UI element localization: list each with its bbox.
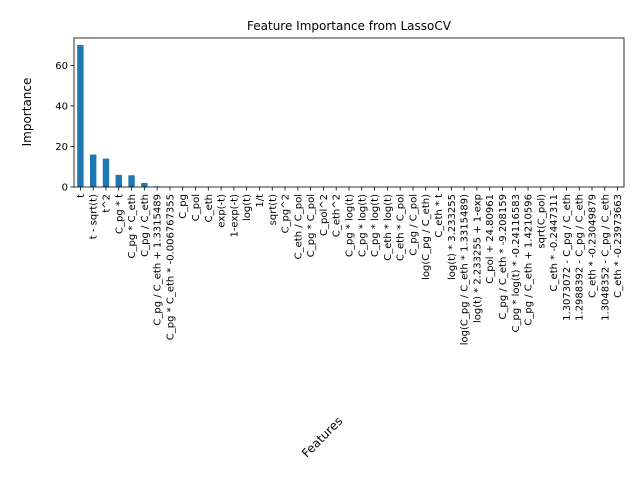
x-tick-label: C_pg * t	[114, 194, 125, 234]
x-tick-label: C_eth * -0.23973663	[613, 194, 624, 298]
bar	[128, 175, 135, 187]
x-tick-label: C_pg * C_eth * -0.006767355	[165, 194, 176, 340]
x-tick-label: 1.3048352 - C_pg / C_eth	[600, 194, 611, 321]
x-tick-label: C_pg / C_eth + 1.4210596	[524, 194, 535, 326]
x-tick-label: t	[76, 194, 87, 198]
x-tick-label: log(t) * 2.233255 + 1-exp	[472, 194, 483, 323]
x-tick-label: sqrt(C_pol)	[536, 194, 547, 249]
x-tick-label: 1/t	[255, 194, 266, 208]
x-tick-label: C_pg * C_pol	[306, 194, 317, 257]
x-tick-label: C_pol	[191, 194, 202, 221]
y-axis: 0 20 40 60	[55, 61, 74, 194]
x-tick-label: C_pg	[178, 194, 189, 219]
axes-frame	[73, 37, 625, 188]
plot-area	[73, 37, 625, 188]
x-tick-label: C_pg^2	[281, 194, 292, 233]
x-tick-label: C_pg * log(t) * -0.24116583	[511, 194, 522, 332]
x-tick-label: C_pg * log(t)	[357, 194, 368, 257]
x-tick-label: C_pg / C_eth * -9.208159	[498, 194, 509, 319]
x-tick-label: C_pol + 24.80961	[485, 194, 496, 284]
x-tick-label: log(t) * 3.233255	[447, 194, 458, 280]
bar	[89, 154, 97, 187]
x-tick-label: log(C_pg / C_eth * 1.3315489)	[460, 194, 471, 345]
x-tick-label: t^2	[101, 194, 112, 213]
x-tick-label: C_pg * C_eth	[127, 194, 138, 258]
y-tick-label: 20	[55, 142, 68, 153]
x-tick-label: C_eth * C_pol	[396, 194, 407, 261]
x-tick-label: C_pg / C_pol	[408, 194, 419, 256]
x-tick-label: C_eth^2	[332, 194, 343, 237]
x-tick-label: C_pol^2	[319, 194, 330, 236]
x-tick-label: log(C_pg / C_eth)	[421, 194, 432, 280]
x-tick-label: t - sqrt(t)	[89, 194, 100, 239]
x-tick-label: log(t)	[242, 194, 253, 221]
x-tick-label: C_pg * log(t)	[370, 194, 381, 257]
bar	[77, 45, 84, 187]
y-tick-label: 0	[62, 183, 68, 194]
bar	[141, 182, 148, 187]
x-tick-label: C_pg * log(t)	[345, 194, 356, 257]
x-tick-label: 1.3073072 - C_pg / C_eth	[562, 194, 573, 321]
x-tick-label: C_eth * t	[434, 194, 445, 238]
x-tick-label: C_eth / C_pol	[293, 194, 304, 259]
bar	[102, 158, 110, 187]
x-tick-label: exp(-t)	[217, 194, 228, 228]
x-tick-label: 1.2988392 - C_pg / C_eth	[575, 194, 586, 321]
x-tick-label: C_pg / C_eth + 1.3315489	[153, 194, 164, 326]
bar	[115, 174, 122, 187]
x-tick-label: C_eth * -0.23049879	[588, 194, 599, 298]
x-tick-label: C_eth * log(t)	[383, 194, 394, 261]
x-tick-label: C_eth * -0.2447311	[549, 194, 560, 291]
x-tick-label: sqrt(t)	[268, 194, 279, 225]
y-axis-label: Importance	[20, 78, 34, 147]
x-axis-label: Features	[299, 414, 345, 460]
chart-title: Feature Importance from LassoCV	[247, 19, 452, 33]
x-tick-label: C_pg / C_eth	[140, 194, 151, 257]
x-tick-label: C_eth	[204, 194, 215, 222]
y-tick-label: 40	[55, 101, 68, 112]
y-tick-label: 60	[55, 61, 68, 72]
x-tick-label: 1-exp(-t)	[229, 194, 240, 238]
